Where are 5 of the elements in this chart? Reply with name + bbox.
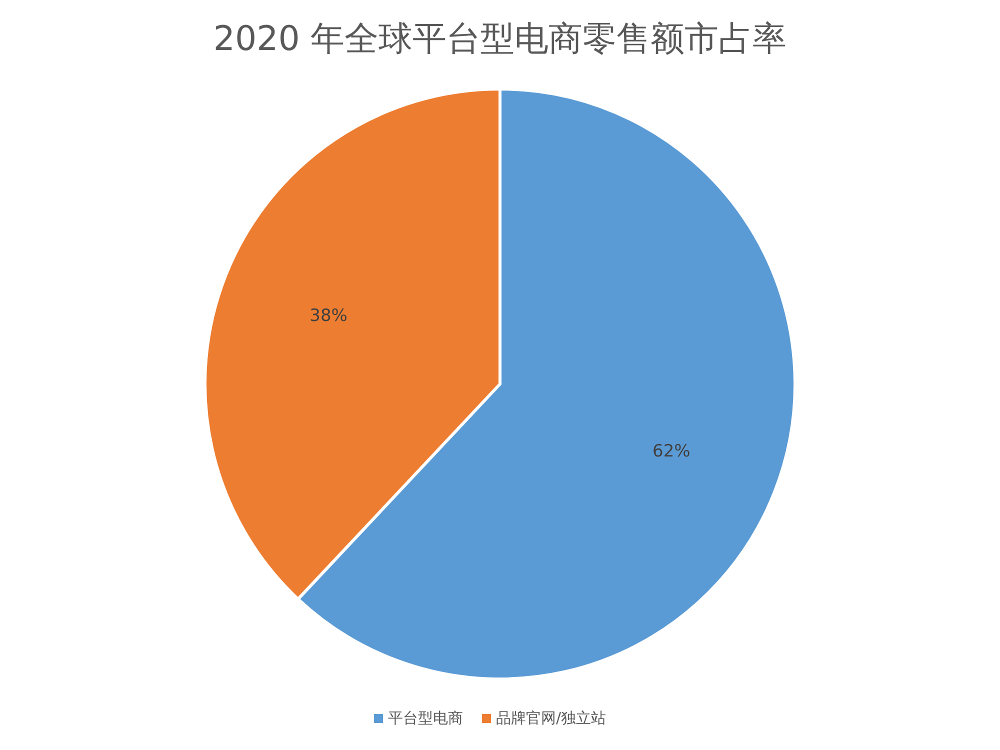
data-label: 38%: [310, 306, 348, 326]
legend-label: 平台型电商: [388, 709, 463, 728]
chart-title: 2020 年全球平台型电商零售额市占率: [213, 19, 787, 59]
data-label: 62%: [652, 442, 690, 462]
legend-label: 品牌官网/独立站: [496, 709, 606, 728]
